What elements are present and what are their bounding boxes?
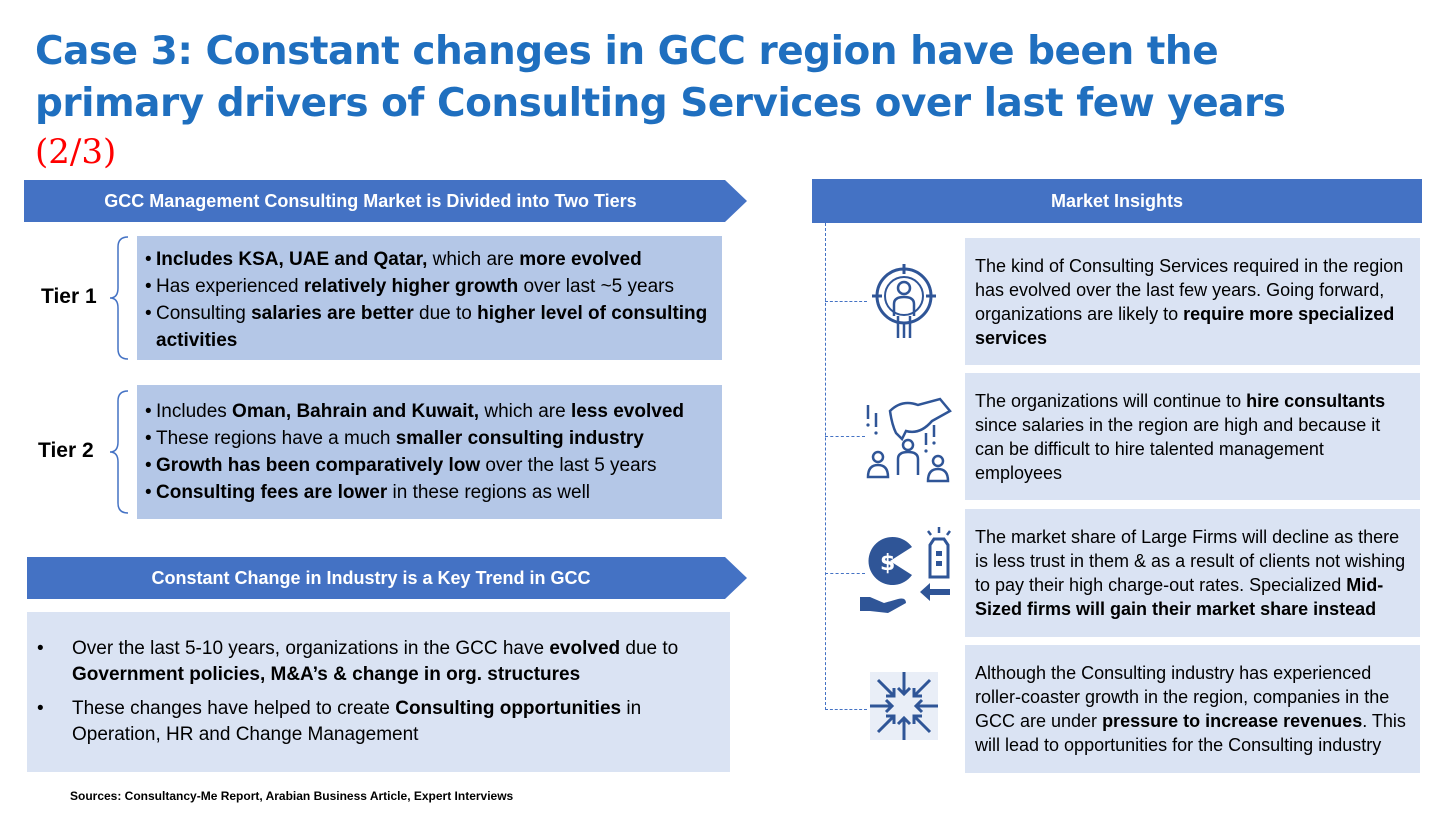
list-item: Over the last 5-10 years, organizations … — [37, 636, 710, 688]
tier2-brace — [109, 390, 129, 514]
text-run: Has experienced — [156, 276, 304, 297]
trend-box: Over the last 5-10 years, organizations … — [27, 612, 730, 772]
list-item: Includes KSA, UAE and Qatar, which are m… — [145, 246, 714, 273]
tiers-banner: GCC Management Consulting Market is Divi… — [24, 180, 747, 222]
title-line-1: Case 3: Constant changes in GCC region h… — [35, 29, 1219, 74]
tier2-box: Includes Oman, Bahrain and Kuwait, which… — [137, 385, 722, 519]
bold-text: Government policies, M&A’s & change in o… — [72, 664, 581, 685]
insight-text-3: The market share of Large Firms will dec… — [975, 525, 1412, 621]
insight-box-1: The kind of Consulting Services required… — [965, 238, 1420, 365]
list-item: Consulting fees are lower in these regio… — [145, 479, 714, 506]
svg-text:$: $ — [880, 551, 895, 576]
text-run: in Operation, HR and Change Management — [72, 698, 642, 745]
tier2-list: Includes Oman, Bahrain and Kuwait, which… — [145, 398, 714, 506]
insight-text-2: The organizations will continue to hire … — [975, 389, 1412, 485]
trend-banner: Constant Change in Industry is a Key Tre… — [27, 557, 747, 599]
text-run: The kind of Consulting Services required… — [975, 255, 1404, 324]
bold-text: require more specialized services — [975, 303, 1395, 348]
text-run: due to — [620, 638, 679, 659]
text-run: in these regions as well — [387, 482, 591, 503]
insights-banner: Market Insights — [812, 179, 1422, 223]
page-title: Case 3: Constant changes in GCC region h… — [35, 26, 1335, 130]
list-item: Growth has been comparatively low over t… — [145, 452, 714, 479]
tier1-box: Includes KSA, UAE and Qatar, which are m… — [137, 236, 722, 360]
list-item: These changes have helped to create Cons… — [37, 696, 710, 748]
tier2-label: Tier 2 — [38, 439, 94, 462]
title-line-2: primary drivers of Consulting Services o… — [35, 81, 1286, 126]
text-run: due to — [413, 303, 478, 324]
pressure-arrows-icon — [870, 672, 938, 740]
bold-text: Mid-Sized firms will gain their market s… — [975, 575, 1384, 619]
text-run: . This will lead to opportunities for th… — [975, 711, 1406, 755]
insight-box-4: Although the Consulting industry has exp… — [965, 645, 1420, 773]
bold-text: Includes KSA, UAE and Qatar, — [156, 249, 428, 270]
text-run: which are — [479, 401, 571, 422]
bold-text: Growth has been comparatively low — [156, 455, 481, 476]
bold-text: Consulting opportunities — [395, 698, 622, 719]
sources-note: Sources: Consultancy-Me Report, Arabian … — [70, 789, 514, 803]
insights-connector-vertical — [825, 223, 826, 710]
insights-connector-4 — [825, 709, 867, 710]
tier1-label: Tier 1 — [41, 285, 97, 308]
bold-text: hire consultants — [1246, 390, 1386, 411]
text-run: These changes have helped to create — [72, 698, 396, 719]
text-run: These regions have a much — [156, 428, 396, 449]
bold-text: Oman, Bahrain and Kuwait, — [232, 401, 480, 422]
trend-banner-label: Constant Change in Industry is a Key Tre… — [151, 567, 591, 588]
text-run: Although the Consulting industry has exp… — [975, 663, 1390, 731]
tier1-list: Includes KSA, UAE and Qatar, which are m… — [145, 246, 714, 354]
insights-connector-2 — [825, 436, 865, 437]
tiers-banner-label: GCC Management Consulting Market is Divi… — [104, 190, 637, 211]
text-run: which are — [427, 249, 520, 270]
bold-text: less evolved — [570, 401, 684, 422]
text-run: The market share of Large Firms will dec… — [975, 527, 1406, 595]
bold-text: salaries are better — [251, 303, 414, 324]
bold-text: higher level of consulting activities — [156, 303, 708, 351]
bold-text: evolved — [549, 638, 621, 659]
insight-box-3: The market share of Large Firms will dec… — [965, 509, 1420, 637]
bold-text: Consulting fees are lower — [156, 482, 388, 503]
market-share-icon: $ — [860, 527, 951, 613]
list-item: These regions have a much smaller consul… — [145, 425, 714, 452]
bold-text: pressure to increase revenues — [1102, 711, 1363, 731]
insight-box-2: The organizations will continue to hire … — [965, 373, 1420, 500]
page-subtitle: (2/3) — [35, 132, 117, 172]
tier1-brace — [109, 236, 129, 360]
text-run: since salaries in the region are high an… — [975, 414, 1381, 483]
list-item: Includes Oman, Bahrain and Kuwait, which… — [145, 398, 714, 425]
insights-connector-3 — [825, 573, 865, 574]
trend-list: Over the last 5-10 years, organizations … — [37, 636, 710, 748]
list-item: Consulting salaries are better due to hi… — [145, 300, 714, 354]
text-run: Includes — [156, 401, 233, 422]
bold-text: more evolved — [519, 249, 642, 270]
text-run: Consulting — [156, 303, 252, 324]
insights-connector-1 — [825, 301, 867, 302]
list-item: Has experienced relatively higher growth… — [145, 273, 714, 300]
target-person-icon — [872, 264, 936, 338]
insight-text-4: Although the Consulting industry has exp… — [975, 661, 1412, 757]
text-run: over last ~5 years — [518, 276, 674, 297]
text-run: The organizations will continue to — [975, 390, 1247, 411]
insight-text-1: The kind of Consulting Services required… — [975, 254, 1412, 350]
insights-banner-label: Market Insights — [1050, 190, 1184, 211]
hiring-hand-icon — [866, 397, 952, 483]
text-run: Over the last 5-10 years, organizations … — [72, 638, 550, 659]
bold-text: smaller consulting industry — [395, 428, 644, 449]
text-run: over the last 5 years — [480, 455, 657, 476]
bold-text: relatively higher growth — [303, 276, 519, 297]
